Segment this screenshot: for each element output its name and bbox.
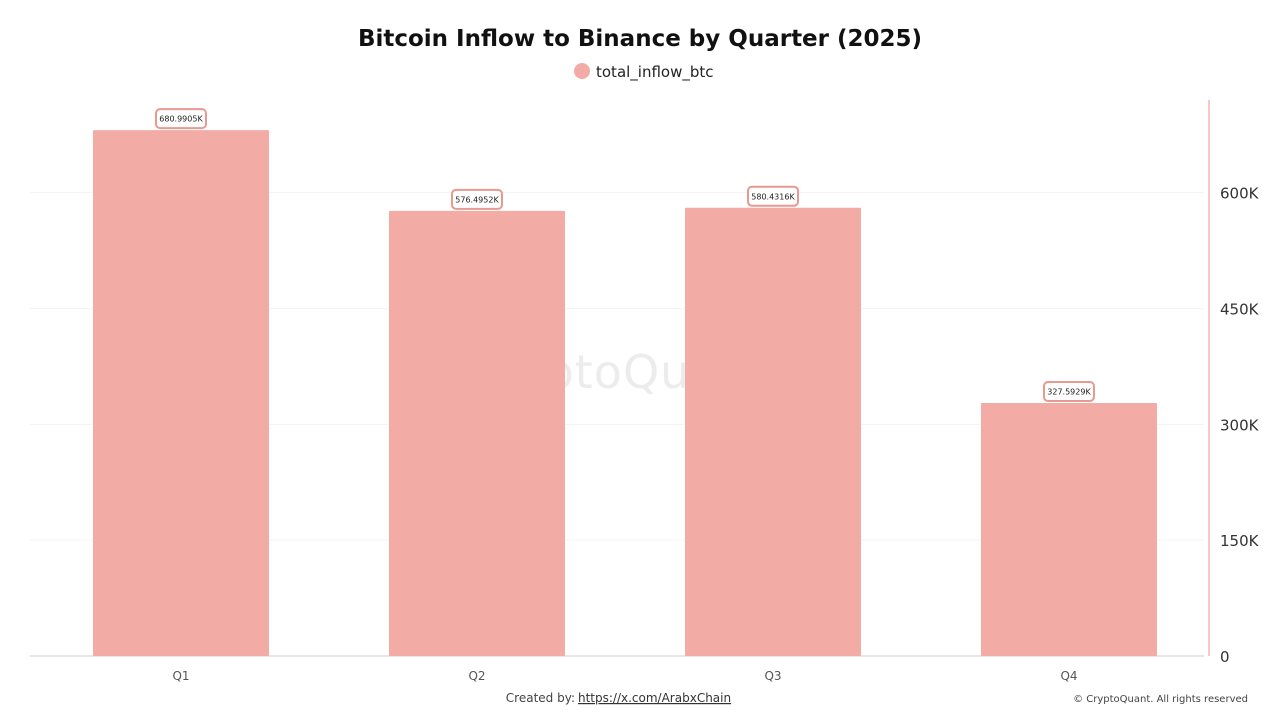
- y-axis: 0 150K 300K 450K 600K: [1208, 100, 1260, 666]
- x-tick-label: Q1: [172, 669, 189, 683]
- y-tick-label: 450K: [1220, 301, 1260, 319]
- data-label-box: [155, 108, 207, 130]
- data-labels-group: 680.9905K 576.4952K 580.4316K 327.5929K: [155, 108, 1095, 403]
- x-tick-label: Q3: [764, 669, 781, 683]
- bar-q3[interactable]: [685, 207, 861, 656]
- legend-label: total_inflow_btc: [596, 63, 714, 82]
- legend[interactable]: total_inflow_btc: [574, 63, 714, 82]
- data-label: 327.5929K: [1047, 388, 1091, 397]
- bars-group: [93, 130, 1157, 656]
- chart-title: Bitcoin Inflow to Binance by Quarter (20…: [358, 26, 922, 52]
- x-tick-label: Q2: [468, 669, 485, 683]
- y-tick-label: 150K: [1220, 532, 1260, 550]
- copyright-text: © CryptoQuant. All rights reserved: [1073, 694, 1248, 705]
- data-label-box: [747, 185, 799, 207]
- bar-q2[interactable]: [389, 210, 565, 656]
- y-tick-label: 0: [1220, 648, 1230, 666]
- footer: Created by: https://x.com/ArabxChain © C…: [506, 691, 1248, 705]
- data-label-box: [451, 188, 503, 210]
- created-by-link[interactable]: https://x.com/ArabxChain: [578, 691, 731, 705]
- bar-q4[interactable]: [981, 403, 1157, 656]
- data-label: 576.4952K: [455, 195, 499, 204]
- x-tick-label: Q4: [1060, 669, 1077, 683]
- bar-q1[interactable]: [93, 130, 269, 656]
- created-by-label: Created by:: [506, 691, 575, 705]
- x-axis: Q1 Q2 Q3 Q4: [172, 669, 1077, 683]
- legend-swatch-icon: [574, 63, 590, 79]
- y-tick-label: 600K: [1220, 185, 1260, 203]
- data-label: 580.4316K: [751, 192, 795, 201]
- data-label: 680.9905K: [159, 115, 203, 124]
- y-tick-label: 300K: [1220, 416, 1260, 434]
- data-label-box: [1043, 381, 1095, 403]
